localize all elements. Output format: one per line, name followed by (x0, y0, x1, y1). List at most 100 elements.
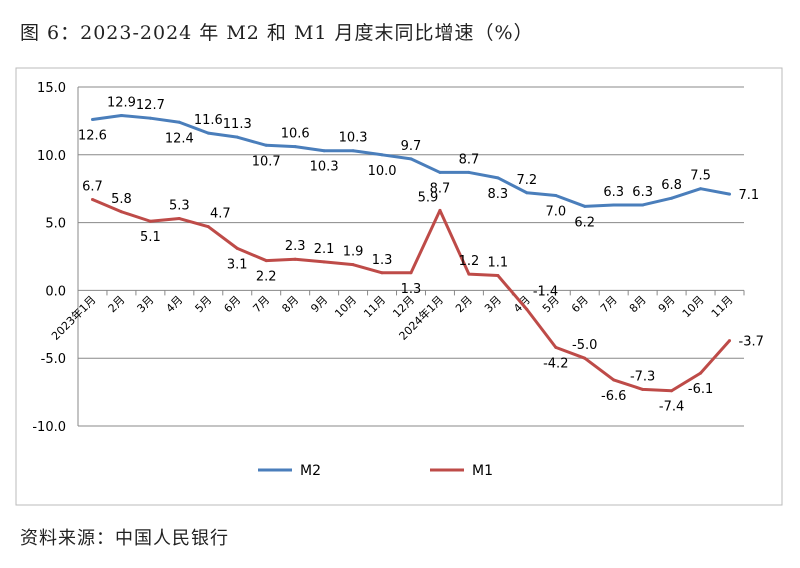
data-point (438, 208, 442, 212)
data-point (728, 339, 732, 343)
data-point (641, 203, 645, 207)
data-label: -5.0 (572, 338, 597, 353)
data-point (380, 271, 384, 275)
x-tick-label: 5月 (193, 293, 215, 315)
data-point (351, 263, 355, 267)
data-label: 6.8 (661, 178, 682, 193)
data-label: 6.3 (603, 185, 624, 200)
x-tick-label: 6月 (569, 293, 591, 315)
legend-label-m1: M1 (472, 463, 493, 479)
data-label: 10.6 (281, 127, 310, 142)
data-point (699, 187, 703, 191)
data-label: 1.3 (372, 253, 393, 268)
data-label: -6.6 (601, 389, 626, 404)
data-label: 8.3 (488, 187, 509, 202)
data-point (90, 118, 94, 122)
x-tick-label: 9月 (308, 293, 330, 315)
x-tick-label: 6月 (221, 293, 243, 315)
data-point (583, 356, 587, 360)
y-tick-label: 15.0 (37, 81, 66, 96)
data-point (235, 135, 239, 139)
data-label: -4.2 (543, 356, 568, 371)
data-label: 6.7 (82, 180, 103, 195)
data-point (322, 260, 326, 264)
chart-border (15, 67, 783, 506)
data-label: 7.0 (545, 204, 566, 219)
data-point (467, 170, 471, 174)
data-label: 10.7 (252, 154, 281, 169)
data-point (235, 246, 239, 250)
data-point (554, 345, 558, 349)
x-tick-label: 2月 (453, 293, 475, 315)
data-point (496, 273, 500, 277)
data-point (641, 387, 645, 391)
data-label: 2.3 (285, 239, 306, 254)
data-label: 12.7 (136, 98, 165, 113)
data-point (525, 307, 529, 311)
data-point (670, 196, 674, 200)
data-point (525, 191, 529, 195)
x-tick-label: 8月 (279, 293, 301, 315)
y-tick-label: -5.0 (41, 352, 66, 367)
data-label: 8.7 (430, 181, 451, 196)
data-label: 10.3 (339, 131, 368, 146)
data-point (293, 145, 297, 149)
data-label: 10.0 (368, 164, 397, 179)
data-point (728, 192, 732, 196)
data-label: 2.1 (314, 242, 335, 257)
x-tick-label: 2月 (106, 293, 128, 315)
x-tick-label: 11月 (709, 293, 736, 320)
data-point (496, 176, 500, 180)
x-tick-label: 7月 (598, 293, 620, 315)
data-label: 11.3 (223, 117, 252, 132)
y-tick-label: 5.0 (45, 217, 66, 232)
data-point (264, 143, 268, 147)
data-label: -6.1 (688, 382, 713, 397)
data-point (148, 116, 152, 120)
data-label: 9.7 (401, 139, 422, 154)
chart-title: 图 6：2023-2024 年 M2 和 M1 月度末同比增速（%） (20, 22, 534, 44)
data-label: 7.5 (690, 169, 711, 184)
data-label: 6.3 (632, 185, 653, 200)
data-point (177, 217, 181, 221)
x-tick-label: 3月 (482, 293, 504, 315)
data-label: -3.7 (739, 335, 764, 350)
data-label: 11.6 (194, 113, 223, 128)
data-label: 4.7 (210, 207, 231, 222)
data-point (148, 219, 152, 223)
data-point (409, 271, 413, 275)
data-label: 8.7 (459, 152, 480, 167)
data-label: 5.1 (140, 230, 161, 245)
data-point (670, 389, 674, 393)
data-label: -7.3 (630, 369, 655, 384)
data-label: 5.8 (111, 192, 132, 207)
data-point (583, 204, 587, 208)
data-label: 12.4 (165, 131, 194, 146)
data-label: 7.2 (516, 173, 537, 188)
data-point (177, 120, 181, 124)
data-label: 3.1 (227, 257, 248, 272)
data-point (206, 225, 210, 229)
x-tick-label: 2023年1月 (48, 293, 98, 343)
data-point (206, 131, 210, 135)
y-tick-label: -10.0 (32, 420, 66, 435)
data-label: 5.9 (418, 190, 439, 205)
data-point (119, 210, 123, 214)
data-point (612, 378, 616, 382)
data-label: 7.1 (739, 188, 760, 203)
data-point (438, 170, 442, 174)
data-label: 12.6 (78, 129, 107, 144)
data-point (351, 149, 355, 153)
data-label: 6.2 (574, 215, 595, 230)
legend-label-m2: M2 (300, 463, 321, 479)
data-point (90, 198, 94, 202)
data-label: -1.4 (533, 284, 558, 299)
data-point (467, 272, 471, 276)
y-tick-label: 10.0 (37, 149, 66, 164)
data-point (409, 157, 413, 161)
x-tick-label: 9月 (656, 293, 678, 315)
x-tick-label: 8月 (627, 293, 649, 315)
x-tick-label: 11月 (361, 293, 388, 320)
data-label: 12.9 (107, 95, 136, 110)
x-tick-label: 3月 (135, 293, 157, 315)
